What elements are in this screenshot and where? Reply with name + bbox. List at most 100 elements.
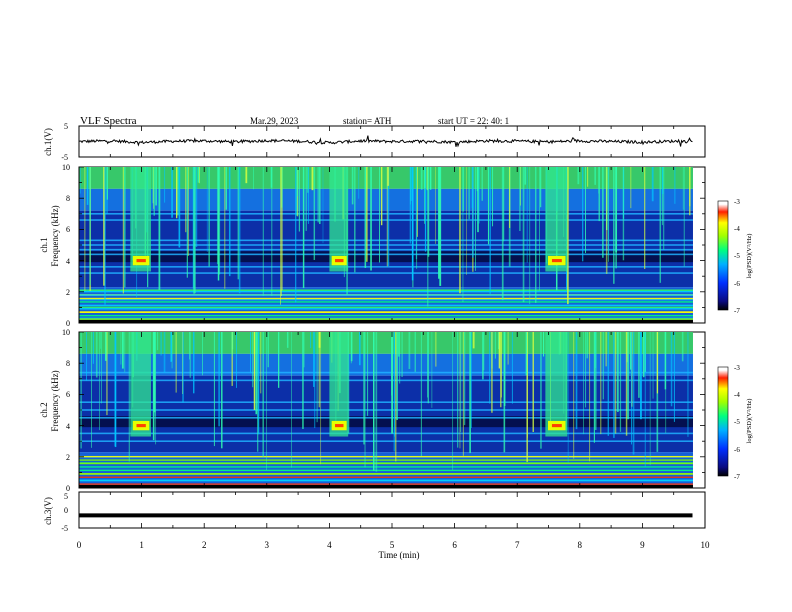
sferic-streak [193, 167, 195, 294]
sferic-streak [483, 332, 485, 371]
sferic-streak [316, 332, 318, 423]
ch1-yticklabel: 10 [62, 163, 70, 172]
sferic-streak [319, 167, 321, 225]
sferic-streak [683, 167, 685, 267]
burst-region [130, 167, 151, 272]
sferic-streak [431, 332, 433, 408]
sferic-streak [507, 332, 509, 365]
sferic-streak [582, 167, 584, 262]
sferic-streak [307, 167, 309, 224]
ch1-spectrogram-ticks [78, 166, 706, 324]
sferic-streak [595, 332, 597, 430]
sferic-streak [438, 167, 440, 279]
sferic-streak [587, 167, 589, 187]
sferic-streak [114, 332, 116, 447]
sferic-streak [253, 167, 254, 190]
sferic-streak [602, 332, 604, 400]
ch2-colorbar-label: log(PSD)(V²/Hz) [746, 399, 753, 444]
sferic-streak [152, 167, 154, 209]
time-ticklabel: 1 [139, 540, 144, 550]
sferic-streak [322, 167, 324, 244]
sferic-streak [426, 167, 428, 191]
lf-stripe [79, 479, 693, 482]
ch1-colorbar-label: log(PSD)(V²/Hz) [746, 234, 753, 279]
sferic-streak [253, 332, 256, 410]
ch1-colorbar-tick: -5 [734, 252, 740, 260]
sferic-streak [394, 332, 395, 437]
sferic-streak [262, 332, 264, 457]
sferic-streak [152, 332, 155, 441]
sferic-streak [417, 167, 418, 237]
ch1-frequency-axis-label: Frequency (kHz) [50, 205, 60, 266]
sferic-streak [602, 167, 604, 258]
sferic-streak [492, 167, 494, 227]
sferic-streak [651, 167, 654, 202]
spectral-line [79, 317, 693, 320]
sferic-streak [460, 332, 462, 432]
sferic-streak [619, 332, 622, 432]
sferic-streak [305, 167, 307, 231]
sferic-streak [573, 332, 575, 459]
sferic-streak [197, 167, 200, 183]
sferic-streak [231, 332, 233, 386]
sferic-streak [630, 167, 632, 209]
sferic-streak [252, 332, 254, 388]
sferic-streak [91, 332, 92, 448]
sferic-streak [311, 167, 314, 191]
spectral-line [79, 306, 693, 309]
sferic-streak [498, 332, 499, 350]
sferic-streak [459, 167, 461, 294]
spectral-line [79, 239, 693, 242]
sferic-streak [414, 332, 416, 372]
sferic-streak [350, 332, 352, 364]
spectral-line [79, 248, 693, 251]
sferic-streak [270, 167, 273, 188]
sferic-streak [220, 332, 223, 449]
sferic-streak [659, 167, 662, 283]
sferic-streak [218, 332, 220, 427]
sferic-streak [501, 167, 504, 301]
sferic-streak [503, 332, 506, 406]
lf-stripe [79, 311, 693, 313]
lf-stripe [79, 455, 693, 458]
lf-stripe [79, 318, 693, 320]
sferic-streak [387, 167, 390, 186]
sferic-streak [652, 332, 654, 399]
sferic-streak [186, 167, 188, 278]
sferic-streak [600, 332, 602, 435]
burst-region [329, 167, 349, 272]
sferic-streak [120, 332, 122, 365]
ch2-frequency-ticklabels: 0 2 4 6 8 10 [62, 328, 70, 493]
sferic-streak [295, 167, 297, 303]
spectral-line [79, 417, 693, 419]
sferic-streak [583, 332, 584, 435]
sferic-streak [208, 167, 210, 267]
lf-stripe [79, 466, 693, 468]
sferic-streak [182, 332, 184, 403]
spectral-line [79, 272, 693, 274]
sferic-streak [373, 332, 375, 471]
ch1-colorbar: -3 -4 -5 -6 -7 log(PSD)(V²/Hz) [717, 198, 753, 315]
sferic-streak [585, 332, 587, 408]
ch1-colorbar-tick: -4 [734, 225, 740, 233]
sferic-streak [262, 167, 264, 296]
sferic-streak [494, 332, 496, 359]
sferic-streak [463, 332, 466, 426]
sferic-streak [366, 167, 368, 262]
sferic-streak [277, 332, 280, 388]
ch1-ylabel: ch.1(V) [43, 128, 53, 156]
spectral-line [79, 371, 693, 374]
sferic-streak [291, 332, 292, 468]
sferic-streak [526, 332, 528, 462]
sferic-streak [577, 167, 580, 185]
ch2-spectrogram-image [79, 332, 693, 488]
sferic-streak [520, 167, 521, 206]
sferic-streak [189, 332, 191, 378]
ch1-yticklabel: 2 [66, 288, 70, 297]
sferic-streak [106, 332, 108, 416]
sferic-streak [631, 332, 633, 445]
sferic-streak [427, 167, 429, 307]
date-label: Mar.29, 2023 [250, 116, 299, 126]
sferic-streak [632, 332, 635, 455]
